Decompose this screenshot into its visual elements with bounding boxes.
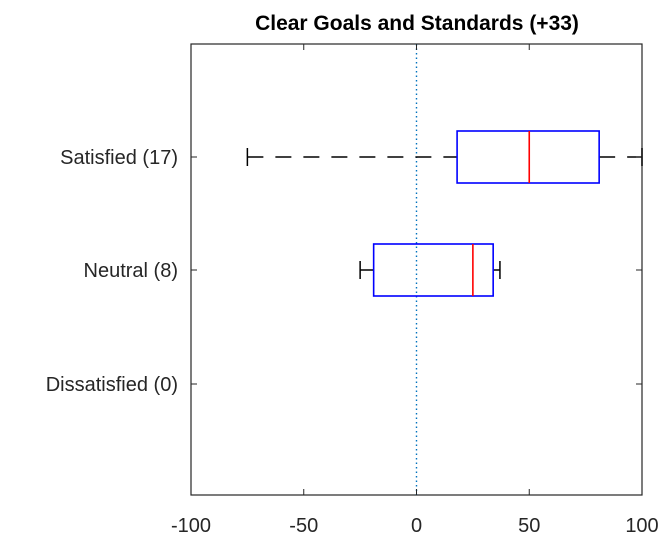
box-group <box>359 243 501 297</box>
x-tick-label: -100 <box>171 515 211 537</box>
y-tick-label: Dissatisfied (0) <box>46 374 178 396</box>
x-tick-label: 50 <box>518 515 540 537</box>
x-tick-label: -50 <box>289 515 318 537</box>
x-axis: -100 -50 0 50 100 <box>171 44 659 537</box>
y-axis: Satisfied (17) Neutral (8) Dissatisfied (0… <box>46 147 642 396</box>
y-tick-label: Neutral (8) <box>84 260 178 282</box>
chart-marks <box>246 44 643 495</box>
chart-title: Clear Goals and Standards (+33) <box>255 12 579 35</box>
iqr-box <box>372 243 494 297</box>
iqr-box <box>456 130 600 184</box>
y-tick-label: Satisfied (17) <box>60 147 178 169</box>
x-tick-label: 100 <box>625 515 658 537</box>
box-group <box>246 130 643 184</box>
x-tick-label: 0 <box>411 515 422 537</box>
